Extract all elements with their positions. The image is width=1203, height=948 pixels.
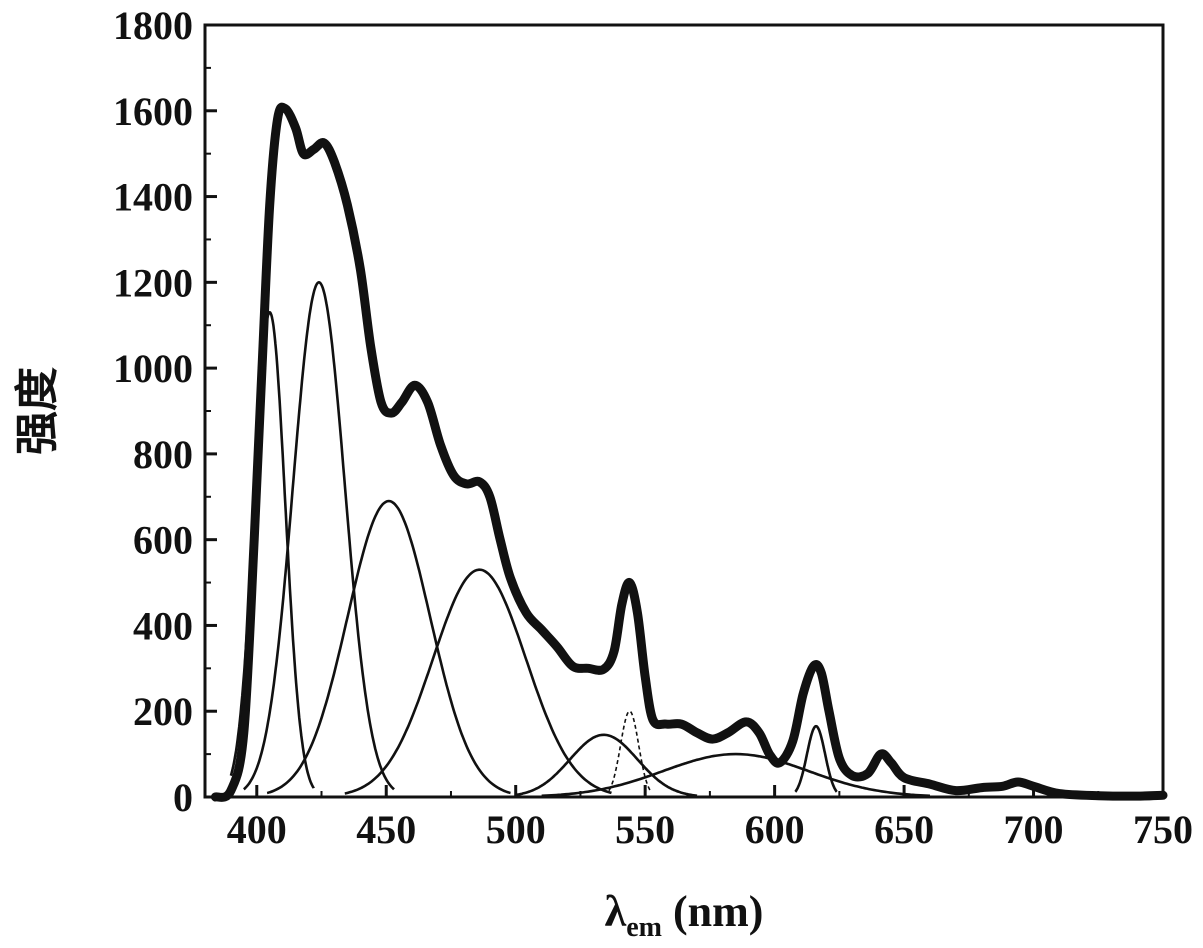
x-axis-title: λem (nm) bbox=[605, 887, 764, 943]
plot-curves bbox=[210, 102, 1168, 802]
x-tick-label: 500 bbox=[486, 807, 546, 852]
fitted-peak-4 bbox=[344, 568, 612, 795]
x-axis-title-unit: (nm) bbox=[662, 887, 763, 936]
x-tick-label: 450 bbox=[356, 807, 416, 852]
y-tick-label: 1400 bbox=[113, 175, 193, 220]
y-tick-label: 600 bbox=[133, 518, 193, 563]
fitted-peak-1 bbox=[229, 311, 315, 789]
y-tick-label: 1600 bbox=[113, 89, 193, 134]
y-tick-label: 400 bbox=[133, 603, 193, 648]
plot-frame bbox=[203, 23, 1165, 799]
x-axis-title-main: λ bbox=[605, 887, 627, 936]
x-tick-label: 400 bbox=[227, 807, 287, 852]
y-tick-label: 1000 bbox=[113, 346, 193, 391]
y-tick-label: 200 bbox=[133, 689, 193, 734]
y-tick-label: 0 bbox=[173, 775, 193, 820]
y-tick-label: 1800 bbox=[113, 3, 193, 48]
x-tick-label: 600 bbox=[745, 807, 805, 852]
y-tick-label: 800 bbox=[133, 432, 193, 477]
x-axis-title-subscript: em bbox=[626, 912, 662, 943]
fitted-peak-7 bbox=[541, 752, 931, 798]
y-axis-title: 强度 bbox=[13, 367, 62, 455]
y-tick-label: 1200 bbox=[113, 260, 193, 305]
x-tick-label: 750 bbox=[1133, 807, 1193, 852]
y-axis-ticks: 0 200 400 600 800 1000 1200 1400 1600 1800 bbox=[113, 3, 217, 820]
x-tick-label: 650 bbox=[874, 807, 934, 852]
fitted-peak-6 bbox=[608, 710, 652, 792]
x-tick-label: 550 bbox=[615, 807, 675, 852]
fitted-peak-3 bbox=[266, 499, 511, 795]
x-axis-ticks: 400 450 500 550 600 650 700 750 bbox=[227, 785, 1193, 852]
fitted-peak-5 bbox=[515, 733, 698, 797]
total-spectrum-line bbox=[210, 102, 1168, 802]
fitted-peak-2 bbox=[242, 280, 395, 791]
fitted-peak-8 bbox=[794, 724, 838, 793]
x-tick-label: 700 bbox=[1004, 807, 1064, 852]
